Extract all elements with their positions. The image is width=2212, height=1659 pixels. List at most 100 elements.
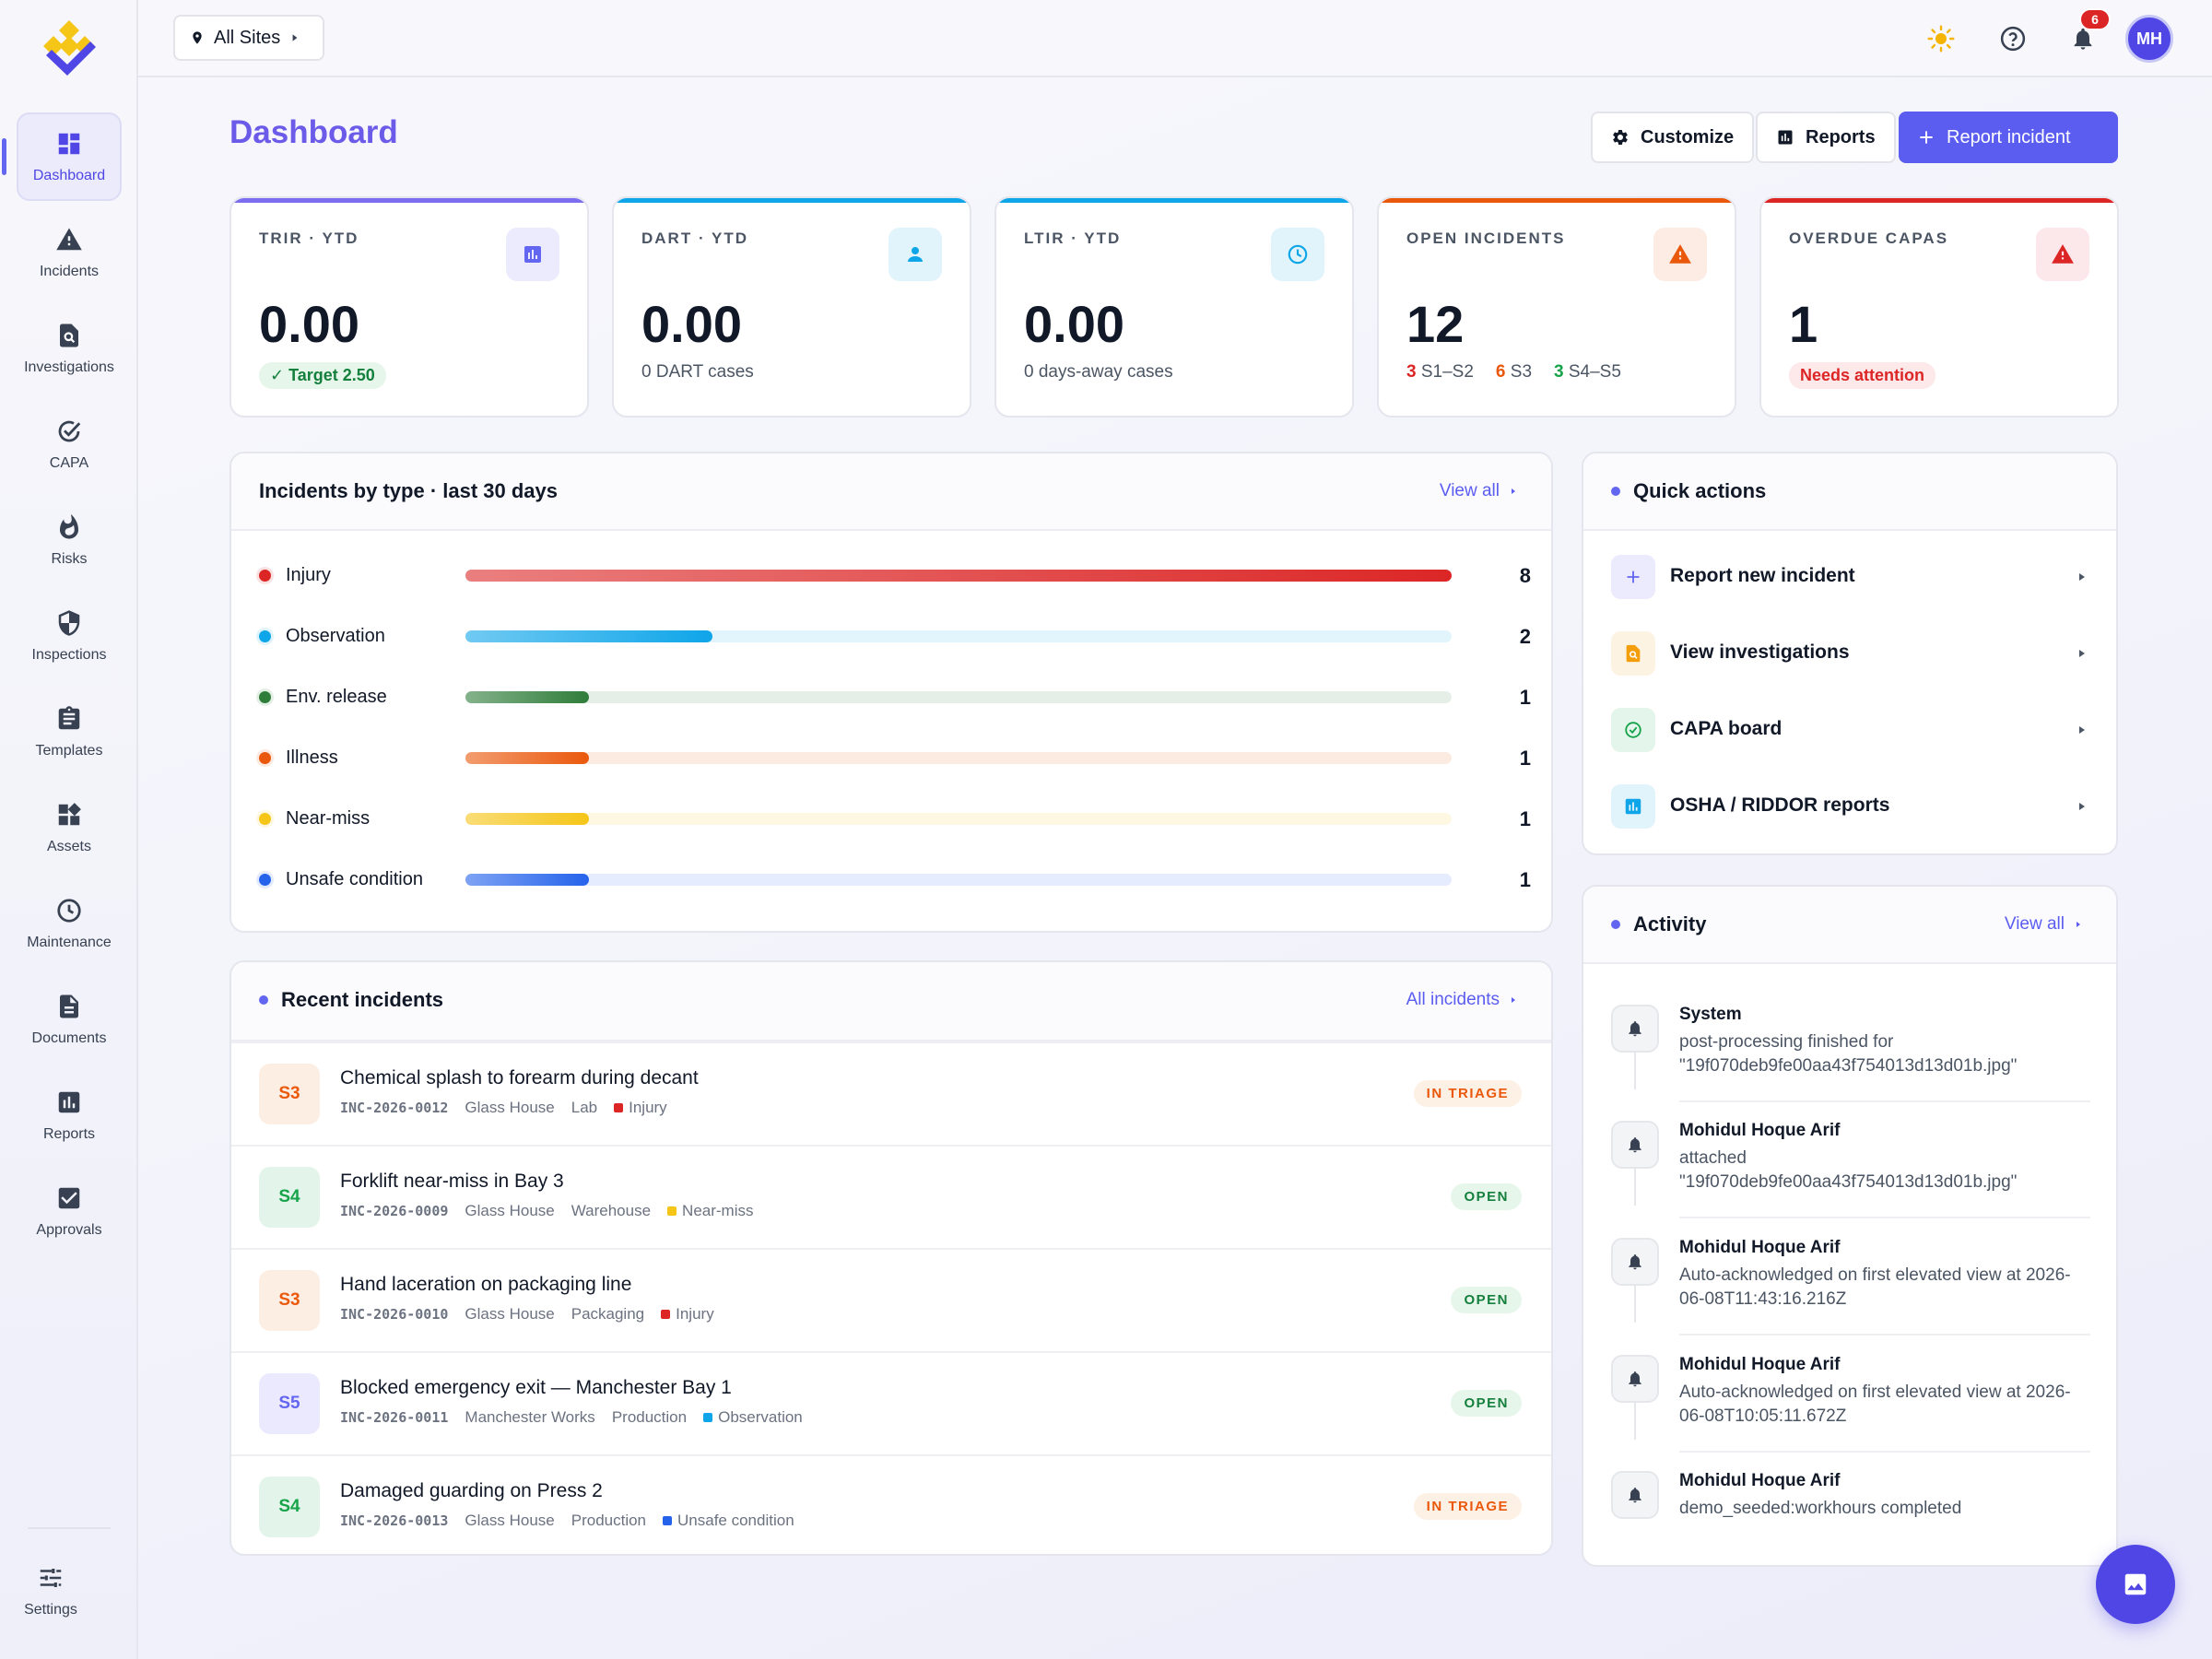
incident-type-row[interactable]: Injury 8 <box>259 557 1531 594</box>
kpi-card-overdue-capas[interactable]: OVERDUE CAPAS 1 Needs attention <box>1759 196 2119 418</box>
kpi-value: 0.00 <box>641 295 742 353</box>
site-selector-label: All Sites <box>214 27 281 48</box>
activity-panel: Activity View all System post-processing … <box>1582 885 2118 1567</box>
kpi-card-open-incidents[interactable]: OPEN INCIDENTS 12 3 S1–S2 6 S3 3 S4–S5 <box>1377 196 1736 418</box>
kpi-accent <box>1379 198 1735 203</box>
table-row[interactable]: S4 Damaged guarding on Press 2 INC-2026-00… <box>231 1454 1551 1554</box>
bar-fill <box>465 570 1452 582</box>
nav-label: Approvals <box>36 1222 102 1238</box>
bell-icon <box>1611 1355 1659 1403</box>
incident-meta: INC-2026-0010 Glass House Packaging Injury <box>340 1305 714 1324</box>
alert-icon <box>2036 228 2089 281</box>
warning-icon <box>1653 228 1707 281</box>
incident-area: Warehouse <box>571 1202 652 1219</box>
incident-area: Production <box>611 1408 688 1426</box>
report-incident-button[interactable]: Report incident <box>1899 112 2118 163</box>
incident-type-tag: Near-miss <box>667 1202 754 1220</box>
type-color-swatch <box>703 1413 713 1422</box>
kpi-value: 1 <box>1789 295 1818 353</box>
incident-type: Unsafe condition <box>677 1512 794 1529</box>
incident-title[interactable]: Chemical splash to forearm during decant <box>340 1067 699 1088</box>
kpi-accent <box>996 198 1352 203</box>
view-all-link[interactable]: View all <box>2005 914 2083 935</box>
quick-action-item[interactable]: CAPA board <box>1611 704 2090 756</box>
type-color-swatch <box>661 1310 671 1319</box>
nav-item-documents[interactable]: Documents <box>17 975 122 1064</box>
bell-icon <box>2074 28 2092 50</box>
incident-title[interactable]: Forklift near-miss in Bay 3 <box>340 1171 564 1192</box>
kpi-accent <box>614 198 970 203</box>
view-all-link[interactable]: View all <box>1440 481 1518 501</box>
table-row[interactable]: S5 Blocked emergency exit — Manchester Ba… <box>231 1351 1551 1454</box>
legend-dot <box>259 691 271 703</box>
site-selector[interactable]: All Sites <box>173 15 324 61</box>
nav-label: Templates <box>35 743 103 759</box>
activity-actor: System <box>1679 1005 1742 1024</box>
incident-type-tag: Injury <box>614 1099 667 1117</box>
bar-chart-icon <box>1611 784 1655 829</box>
notifications-button[interactable] <box>2065 20 2101 57</box>
incident-title[interactable]: Hand laceration on packaging line <box>340 1274 632 1295</box>
app-logo[interactable] <box>37 18 101 83</box>
customize-button[interactable]: Customize <box>1591 112 1755 163</box>
bar-fill <box>465 813 589 825</box>
severity-s3: 6 S3 <box>1495 362 1533 382</box>
kpi-value: 0.00 <box>1024 295 1124 353</box>
kpi-sub: 0 days-away cases <box>1024 362 1173 382</box>
nav-label: Incidents <box>39 264 100 279</box>
help-button[interactable] <box>1994 20 2031 57</box>
quick-action-item[interactable]: OSHA / RIDDOR reports <box>1611 781 2090 832</box>
nav-item-dashboard[interactable]: Dashboard <box>17 112 122 201</box>
activity-separator <box>1679 1100 2090 1102</box>
nav-label: Maintenance <box>27 935 112 950</box>
kpi-card-ltir[interactable]: LTIR · YTD 0.00 0 days-away cases <box>994 196 1354 418</box>
incident-area: Lab <box>571 1099 598 1116</box>
widgets-icon <box>54 800 84 830</box>
incident-title[interactable]: Damaged guarding on Press 2 <box>340 1480 603 1501</box>
bell-icon <box>1611 1238 1659 1286</box>
nav-item-investigations[interactable]: Investigations <box>17 304 122 393</box>
activity-text: demo_seeded:workhours completed <box>1679 1499 1962 1518</box>
nav-item-maintenance[interactable]: Maintenance <box>17 879 122 968</box>
table-row[interactable]: S3 Hand laceration on packaging line INC-2… <box>231 1248 1551 1351</box>
kpi-card-dart[interactable]: DART · YTD 0.00 0 DART cases <box>612 196 971 418</box>
reports-button[interactable]: Reports <box>1756 112 1896 163</box>
type-color-swatch <box>663 1516 673 1525</box>
incident-type-count: 1 <box>1519 686 1531 709</box>
shield-icon <box>54 608 84 638</box>
nav-item-approvals[interactable]: Approvals <box>17 1167 122 1255</box>
incident-type-row[interactable]: Env. release 1 <box>259 678 1531 715</box>
nav-item-incidents[interactable]: Incidents <box>17 208 122 297</box>
incident-type-row[interactable]: Near-miss 1 <box>259 800 1531 837</box>
kpi-card-trir[interactable]: TRIR · YTD 0.00 ✓ Target 2.50 <box>229 196 589 418</box>
table-row[interactable]: S3 Chemical splash to forearm during deca… <box>231 1041 1551 1145</box>
nav-item-reports[interactable]: Reports <box>17 1071 122 1159</box>
avatar[interactable]: MH <box>2125 15 2173 63</box>
nav-item-assets[interactable]: Assets <box>17 783 122 872</box>
nav-item-capa[interactable]: CAPA <box>17 400 122 488</box>
theme-toggle[interactable] <box>1923 20 1959 57</box>
bar-fill <box>465 752 589 764</box>
nav-item-inspections[interactable]: Inspections <box>17 592 122 680</box>
nav-item-risks[interactable]: Risks <box>17 496 122 584</box>
table-row[interactable]: S4 Forklift near-miss in Bay 3 INC-2026-00… <box>231 1145 1551 1248</box>
clock-icon <box>1271 228 1324 281</box>
activity-text: Auto-acknowledged on first elevated view… <box>1679 1382 2071 1426</box>
incident-title[interactable]: Blocked emergency exit — Manchester Bay … <box>340 1377 732 1398</box>
kpi-label: TRIR · YTD <box>259 229 359 247</box>
incident-type-row[interactable]: Unsafe condition 1 <box>259 861 1531 898</box>
quick-action-item[interactable]: Report new incident <box>1611 551 2090 603</box>
bar-fill <box>465 630 712 642</box>
all-incidents-link[interactable]: All incidents <box>1406 990 1518 1010</box>
nav-item-settings[interactable]: Settings <box>0 1552 101 1630</box>
nav-item-templates[interactable]: Templates <box>17 688 122 776</box>
incident-type-row[interactable]: Illness 1 <box>259 739 1531 776</box>
chart-icon <box>506 228 559 281</box>
incident-type-row[interactable]: Observation 2 <box>259 618 1531 654</box>
timeline-line <box>1634 1053 1636 1089</box>
bar-fill <box>465 874 589 886</box>
quick-action-item[interactable]: View investigations <box>1611 628 2090 679</box>
kpi-value: 12 <box>1406 295 1465 353</box>
quick-action-label: Report new incident <box>1670 565 1855 586</box>
image-fab-button[interactable] <box>2096 1545 2175 1624</box>
